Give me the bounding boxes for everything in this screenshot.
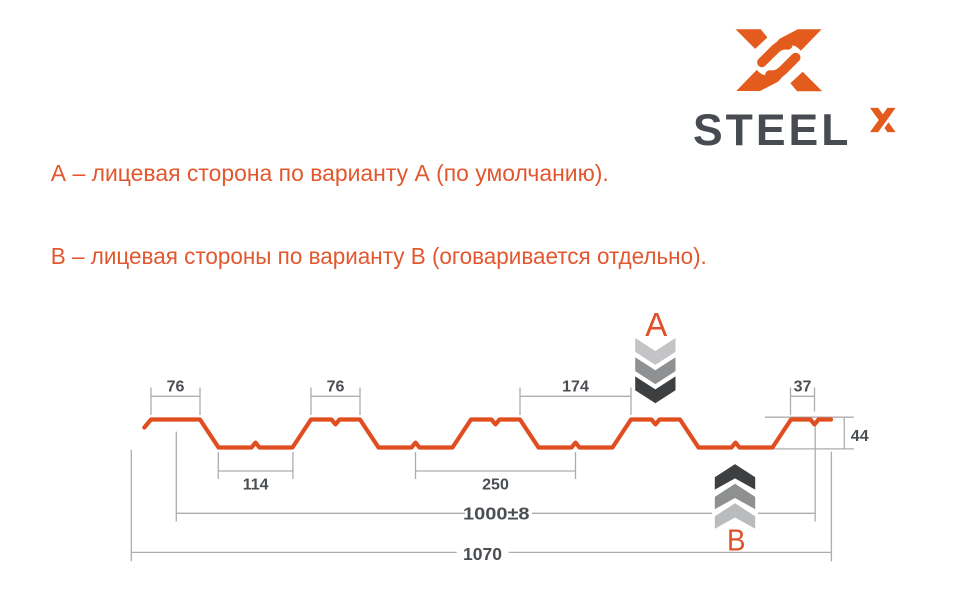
svg-text:174: 174 bbox=[562, 378, 589, 395]
svg-text:А: А bbox=[645, 306, 667, 343]
svg-text:114: 114 bbox=[243, 476, 269, 493]
svg-text:44: 44 bbox=[851, 428, 869, 445]
svg-text:1000±8: 1000±8 bbox=[463, 504, 530, 524]
svg-text:37: 37 bbox=[794, 378, 812, 395]
svg-text:В – лицевая стороны по вариант: В – лицевая стороны по варианту В (огова… bbox=[51, 243, 707, 269]
svg-text:В: В bbox=[727, 524, 746, 558]
svg-text:1070: 1070 bbox=[463, 544, 502, 564]
svg-text:76: 76 bbox=[327, 378, 345, 395]
svg-text:STEEL: STEEL bbox=[693, 106, 851, 155]
svg-text:76: 76 bbox=[167, 378, 185, 395]
svg-text:А – лицевая сторона по вариант: А – лицевая сторона по варианту А (по ум… bbox=[51, 160, 609, 186]
svg-text:250: 250 bbox=[482, 476, 509, 493]
